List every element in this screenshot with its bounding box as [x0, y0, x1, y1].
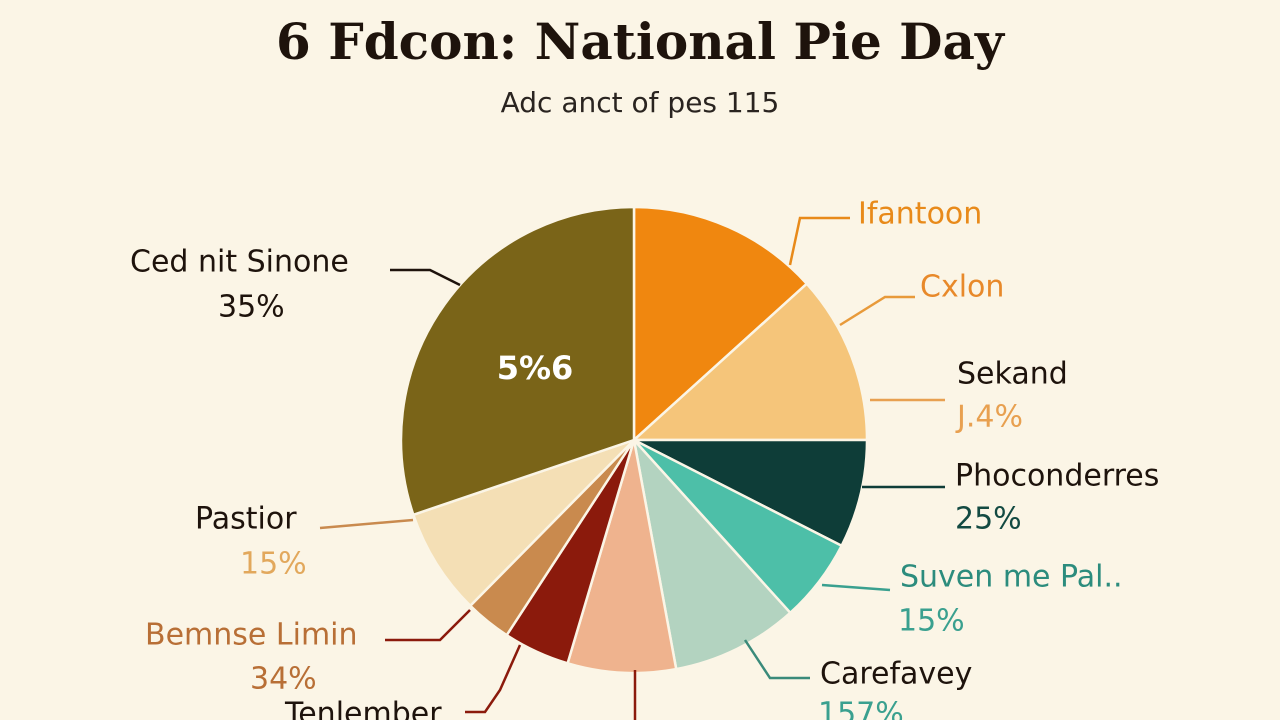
callout-label: Phoconderres: [955, 459, 1159, 494]
pie-slice: [411, 438, 635, 608]
callout-label: Tenlember: [284, 697, 442, 720]
pie-slice: [631, 435, 793, 671]
callout-value: 15%: [898, 604, 965, 639]
callout-label: Pastior: [195, 502, 297, 537]
pie-slice: [399, 205, 636, 517]
chart-title: 6 Fdcon: National Pie Day: [276, 12, 1006, 71]
leader-line: [839, 295, 915, 327]
callouts: Ifantoon Cxlon Sekand J.4% Phoconderres …: [130, 197, 1159, 720]
pie-slice: [630, 281, 869, 442]
leader-line: [788, 216, 850, 266]
leader-line: [465, 644, 522, 714]
callout-value: 34%: [250, 662, 317, 697]
callout-value: 25%: [955, 502, 1022, 537]
callout-label: Ifantoon: [858, 197, 982, 232]
leader-line: [385, 609, 471, 642]
callout-label: Cxlon: [920, 270, 1004, 305]
pie-slice: [633, 438, 869, 548]
inner-label: 5%6: [497, 349, 574, 387]
chart-subtitle: Adc anct of pes 115: [501, 86, 780, 119]
leader-line: [821, 583, 891, 592]
leader-line: [743, 639, 810, 680]
callout-label: Suven me Pal..: [900, 560, 1123, 595]
leader-line: [319, 518, 414, 530]
callout-value: 15%: [240, 547, 307, 582]
callout-label: Ced nit Sinone: [130, 245, 349, 280]
callout-label: Sekand: [957, 357, 1068, 392]
pie-slice: [566, 439, 678, 675]
callout-label: Bemnse Limin: [145, 618, 358, 653]
callout-value: 157%: [818, 697, 904, 720]
callout-value: J.4%: [955, 400, 1023, 435]
pie-slice: [632, 205, 809, 443]
leader-line: [390, 268, 461, 287]
pie: [399, 205, 869, 675]
callout-value: 35%: [218, 290, 285, 325]
callout-label: Carefavey: [820, 657, 972, 692]
